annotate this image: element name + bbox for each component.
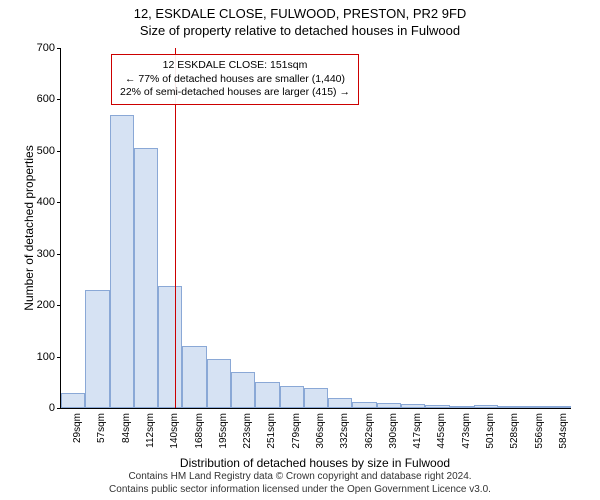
x-tick-label: 390sqm <box>388 413 399 463</box>
x-tick-label: 501sqm <box>485 413 496 463</box>
y-axis-label: Number of detached properties <box>22 145 36 310</box>
histogram-bar <box>61 393 85 408</box>
x-tick-label: 556sqm <box>534 413 545 463</box>
histogram-bar <box>110 115 134 408</box>
x-tick-label: 445sqm <box>436 413 447 463</box>
y-tick-mark <box>57 202 61 203</box>
histogram-bar <box>401 404 425 408</box>
info-box: 12 ESKDALE CLOSE: 151sqm← 77% of detache… <box>111 54 359 105</box>
y-tick-label: 600 <box>15 93 55 105</box>
title-address: 12, ESKDALE CLOSE, FULWOOD, PRESTON, PR2… <box>0 0 600 21</box>
x-tick-label: 473sqm <box>461 413 472 463</box>
histogram-bar <box>450 406 474 408</box>
x-tick-label: 29sqm <box>72 413 83 463</box>
histogram-bar <box>207 359 231 408</box>
histogram-bar <box>328 398 352 408</box>
x-tick-label: 112sqm <box>145 413 156 463</box>
x-tick-label: 417sqm <box>412 413 423 463</box>
x-tick-label: 332sqm <box>339 413 350 463</box>
histogram-bar <box>182 346 206 408</box>
x-tick-label: 251sqm <box>266 413 277 463</box>
footer: Contains HM Land Registry data © Crown c… <box>0 471 600 496</box>
title-subtitle: Size of property relative to detached ho… <box>0 21 600 38</box>
x-tick-label: 223sqm <box>242 413 253 463</box>
x-tick-label: 279sqm <box>291 413 302 463</box>
y-tick-mark <box>57 151 61 152</box>
y-tick-label: 500 <box>15 145 55 157</box>
x-tick-label: 306sqm <box>315 413 326 463</box>
y-tick-label: 300 <box>15 248 55 260</box>
info-line3: 22% of semi-detached houses are larger (… <box>120 86 350 100</box>
x-tick-label: 528sqm <box>509 413 520 463</box>
y-tick-label: 100 <box>15 351 55 363</box>
info-line2: ← 77% of detached houses are smaller (1,… <box>120 73 350 87</box>
y-tick-label: 700 <box>15 42 55 54</box>
y-tick-mark <box>57 48 61 49</box>
x-tick-label: 84sqm <box>121 413 132 463</box>
histogram-bar <box>134 148 158 408</box>
y-tick-label: 400 <box>15 196 55 208</box>
plot-area: 12 ESKDALE CLOSE: 151sqm← 77% of detache… <box>60 48 571 409</box>
y-tick-label: 0 <box>15 402 55 414</box>
footer-line1: Contains HM Land Registry data © Crown c… <box>0 471 600 484</box>
y-tick-mark <box>57 305 61 306</box>
histogram-bar <box>377 403 401 408</box>
histogram-bar <box>231 372 255 408</box>
info-line1: 12 ESKDALE CLOSE: 151sqm <box>120 59 350 73</box>
histogram-bar <box>255 382 279 408</box>
histogram-bar <box>352 402 376 408</box>
x-tick-label: 140sqm <box>169 413 180 463</box>
y-tick-mark <box>57 408 61 409</box>
x-tick-label: 57sqm <box>96 413 107 463</box>
x-tick-label: 584sqm <box>558 413 569 463</box>
histogram-bar <box>547 406 571 408</box>
y-tick-mark <box>57 357 61 358</box>
x-tick-label: 195sqm <box>218 413 229 463</box>
y-tick-mark <box>57 254 61 255</box>
y-tick-mark <box>57 99 61 100</box>
y-tick-label: 200 <box>15 299 55 311</box>
x-tick-label: 362sqm <box>364 413 375 463</box>
histogram-bar <box>85 290 109 408</box>
histogram-bar <box>158 286 182 408</box>
histogram-bar <box>498 406 522 408</box>
histogram-bar <box>474 405 498 408</box>
x-tick-label: 168sqm <box>194 413 205 463</box>
histogram-bar <box>304 388 328 408</box>
histogram-bar <box>425 405 449 408</box>
histogram-bar <box>522 406 546 408</box>
chart: Number of detached properties 12 ESKDALE… <box>60 48 570 408</box>
histogram-bar <box>280 386 304 408</box>
footer-line2: Contains public sector information licen… <box>0 484 600 497</box>
